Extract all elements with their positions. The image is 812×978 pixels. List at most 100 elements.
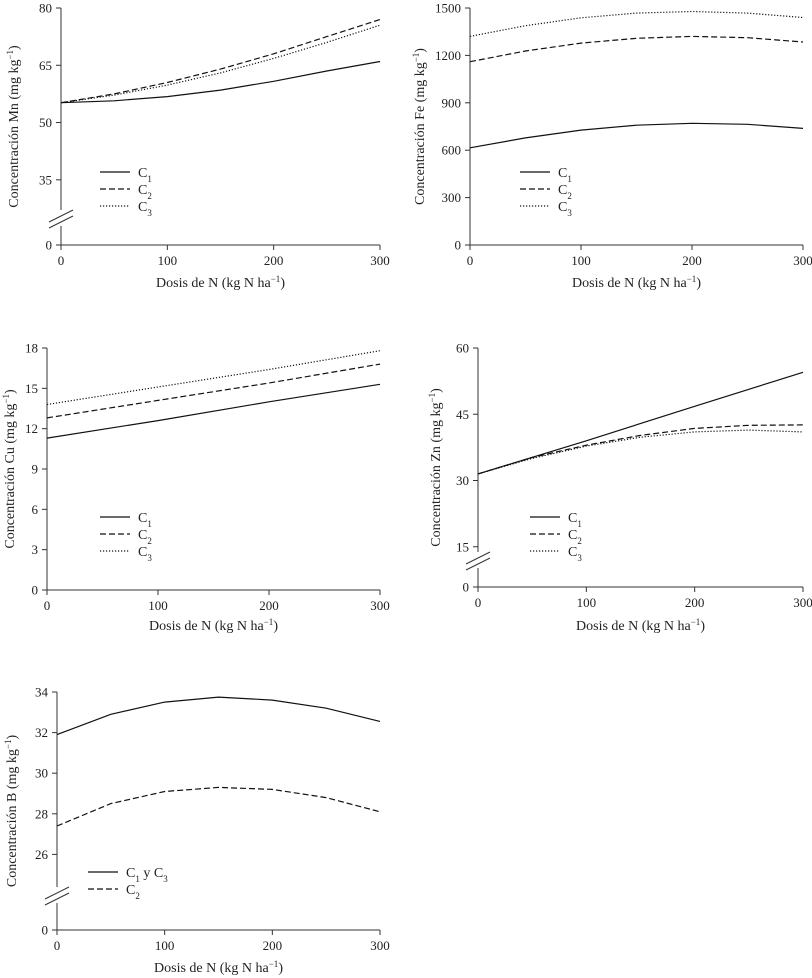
x-tick-label: 200	[263, 938, 283, 953]
series-line-dotted	[477, 429, 804, 475]
chart-panel-b: 0 100 200 300 0 26 28 30 32 34 Dosis de N (kg N ha…	[3, 685, 390, 977]
series-line-dotted	[46, 350, 381, 406]
x-tick-label: 0	[475, 595, 482, 610]
chart-panel-zn: 0 100 200 300 0 15 30 45 60 Dosis de N (kg N ha−1…	[427, 341, 812, 635]
y-tick-label: 0	[32, 583, 39, 598]
y-tick-label: 80	[39, 1, 52, 16]
y-tick-label: 65	[39, 58, 52, 73]
y-tick-label: 0	[455, 238, 462, 253]
legend-label: C3	[568, 545, 582, 563]
x-tick-label: 200	[685, 595, 705, 610]
legend-label: C3	[138, 200, 152, 218]
y-tick-label: 12	[25, 421, 38, 436]
x-tick-label: 300	[793, 253, 812, 268]
x-tick-label: 200	[682, 253, 702, 268]
x-tick-label: 200	[259, 598, 279, 613]
series-line-solid	[56, 696, 381, 736]
chart-panel-cu: 0 100 200 300 0 3 6 9 12 15 18 Dosis de N (kg N ha−…	[1, 341, 390, 635]
x-tick-label: 0	[467, 253, 474, 268]
legend-label: C2	[138, 528, 152, 546]
x-tick-label: 0	[54, 938, 61, 953]
axis-break-mark	[44, 886, 70, 900]
x-axis-label: Dosis de N (kg N ha−1)	[149, 617, 278, 634]
x-axis-label: Dosis de N (kg N ha−1)	[572, 274, 701, 291]
legend-label: C1	[568, 511, 582, 529]
series-line-dashed	[56, 786, 381, 827]
chart-panel-fe: 0 100 200 300 0 300 600 900 1200 1500 Dosis de N (…	[411, 1, 812, 292]
x-axis-label: Dosis de N (kg N ha−1)	[156, 274, 285, 291]
y-tick-label: 6	[32, 502, 39, 517]
y-tick-label: 300	[442, 190, 462, 205]
series-line-solid	[46, 383, 381, 439]
axis-break-mark	[465, 557, 491, 571]
series-line-solid	[60, 60, 381, 104]
series-line-solid	[469, 122, 804, 149]
x-tick-label: 100	[577, 595, 597, 610]
series-line-dashed	[46, 363, 381, 419]
y-tick-label: 0	[46, 238, 53, 253]
axis-break-mark	[48, 215, 74, 229]
y-tick-label: 30	[35, 766, 48, 781]
x-tick-label: 0	[58, 253, 65, 268]
series-line-solid	[477, 371, 804, 475]
y-tick-label: 0	[463, 580, 470, 595]
x-tick-label: 0	[44, 598, 51, 613]
legend-label: C3	[558, 200, 572, 218]
y-tick-label: 9	[32, 462, 39, 477]
y-axis-label: Concentración Fe (mg kg−1)	[411, 48, 428, 205]
y-tick-label: 30	[456, 473, 469, 488]
y-tick-label: 50	[39, 115, 52, 130]
y-axis-label: Concentración Mn (mg kg−1)	[5, 45, 22, 208]
y-tick-label: 26	[35, 847, 49, 862]
legend-label: C2	[138, 183, 152, 201]
x-tick-label: 200	[264, 253, 284, 268]
series-line-dotted	[60, 24, 381, 104]
series-line-dotted	[469, 10, 804, 37]
y-tick-label: 600	[442, 143, 462, 158]
y-axis-label: Concentración B (mg kg−1)	[3, 735, 20, 888]
x-tick-label: 100	[148, 598, 168, 613]
x-tick-label: 100	[158, 253, 178, 268]
series-line-dashed	[469, 35, 804, 63]
legend-label: C1 y C3	[126, 866, 168, 884]
legend-label: C2	[558, 183, 572, 201]
legend-label: C1	[138, 166, 152, 184]
y-tick-label: 18	[25, 341, 38, 356]
y-axis-label: Concentración Zn (mg kg−1)	[427, 388, 444, 547]
x-tick-label: 100	[571, 253, 591, 268]
y-tick-label: 60	[456, 341, 469, 356]
y-tick-label: 35	[39, 172, 52, 187]
y-tick-label: 28	[35, 806, 48, 821]
y-tick-label: 3	[32, 542, 39, 557]
x-tick-label: 100	[155, 938, 175, 953]
y-tick-label: 32	[35, 725, 48, 740]
x-axis-label: Dosis de N (kg N ha−1)	[154, 959, 283, 976]
x-tick-label: 300	[793, 595, 812, 610]
series-line-dashed	[60, 18, 381, 104]
axis-break-mark	[465, 551, 491, 565]
axis-break-mark	[48, 209, 74, 223]
y-tick-label: 900	[442, 95, 462, 110]
legend-label: C2	[568, 528, 582, 546]
y-tick-label: 15	[25, 381, 38, 396]
chart-panel-mn: 0 100 200 300 0 35 50 65 80 Dosis de N (kg N ha−1…	[5, 1, 390, 292]
x-axis-label: Dosis de N (kg N ha−1)	[576, 617, 705, 634]
y-tick-label: 0	[42, 923, 49, 938]
series-line-dashed	[477, 424, 804, 475]
legend-label: C3	[138, 545, 152, 563]
legend-label: C1	[558, 166, 572, 184]
legend-label: C1	[138, 511, 152, 529]
y-tick-label: 34	[35, 685, 49, 700]
y-tick-label: 1200	[435, 48, 461, 63]
x-tick-label: 300	[370, 253, 390, 268]
legend-label: C2	[126, 883, 140, 901]
axis-break-mark	[44, 892, 70, 906]
y-tick-label: 15	[456, 539, 469, 554]
x-tick-label: 300	[370, 598, 390, 613]
